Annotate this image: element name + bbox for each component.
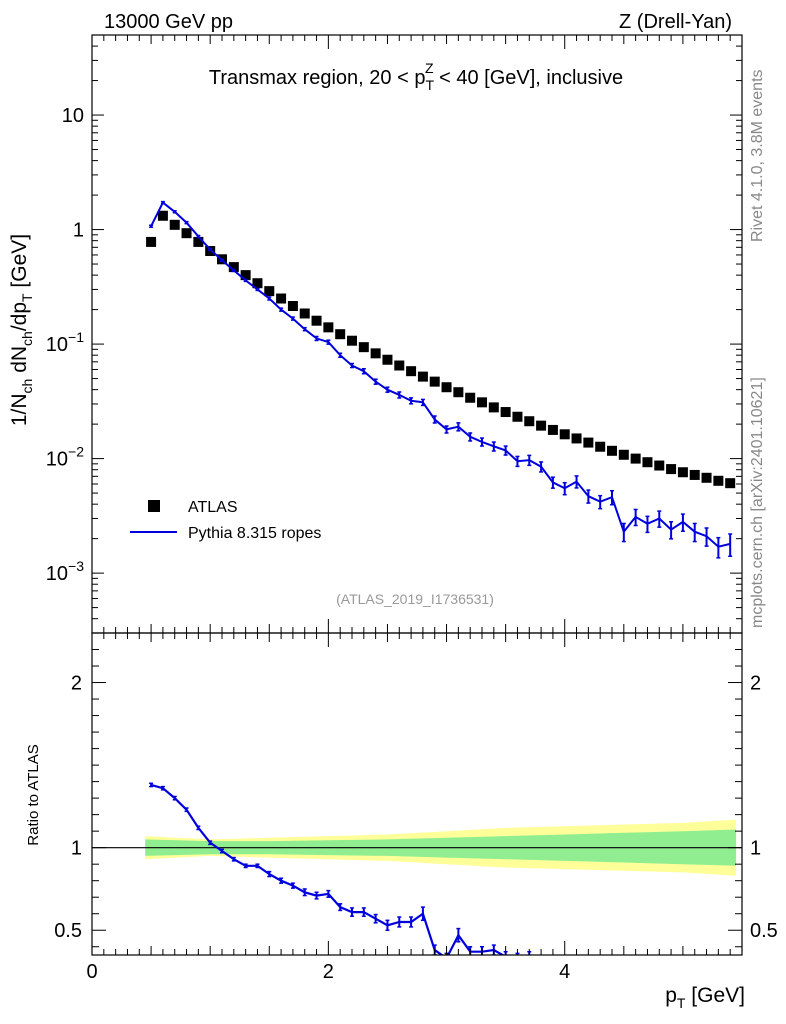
legend-data-label: ATLAS xyxy=(188,499,238,516)
atlas-data-point xyxy=(453,387,464,398)
atlas-data-point xyxy=(536,420,547,431)
atlas-data-point xyxy=(583,437,594,448)
atlas-data-point xyxy=(252,278,263,289)
atlas-data-point xyxy=(299,308,310,319)
atlas-data-point xyxy=(240,270,251,281)
main-y-tick-label: 10−2 xyxy=(46,444,84,471)
atlas-data-point xyxy=(441,382,452,393)
legend-data-marker xyxy=(148,500,160,512)
atlas-data-point xyxy=(642,457,653,468)
ratio-y-tick-label-left: 0.5 xyxy=(54,920,82,942)
atlas-data-point xyxy=(500,407,511,418)
ratio-y-axis-label: Ratio to ATLAS xyxy=(25,744,42,845)
atlas-data-point xyxy=(370,348,381,359)
ratio-y-tick-label-left: 1 xyxy=(71,838,82,860)
atlas-data-point xyxy=(417,371,428,382)
atlas-data-point xyxy=(287,301,298,312)
atlas-data-point xyxy=(358,342,369,353)
ratio-plot-frame xyxy=(91,632,743,956)
atlas-data-point xyxy=(323,322,334,333)
atlas-data-point xyxy=(394,360,405,371)
atlas-data-point xyxy=(264,286,275,297)
header-right-label: Z (Drell-Yan) xyxy=(619,11,732,33)
atlas-data-point xyxy=(559,429,570,440)
atlas-data-point xyxy=(488,402,499,413)
atlas-data-point xyxy=(725,478,736,489)
header-left-label: 13000 GeV pp xyxy=(104,11,233,33)
x-axis-label: pT [GeV] xyxy=(665,984,745,1011)
x-tick-label: 4 xyxy=(559,961,570,983)
atlas-data-point xyxy=(406,366,417,377)
atlas-data-point xyxy=(335,329,346,340)
analysis-reference: (ATLAS_2019_I1736531) xyxy=(336,591,494,607)
atlas-data-point xyxy=(701,472,712,483)
atlas-data-point xyxy=(477,397,487,408)
atlas-data-point xyxy=(512,411,523,422)
x-tick-label: 0 xyxy=(86,961,97,983)
main-y-tick-label: 1 xyxy=(73,220,84,242)
main-y-tick-label: 10 xyxy=(62,105,84,127)
atlas-data-point xyxy=(429,376,440,387)
ratio-y-tick-label-left: 2 xyxy=(71,673,82,695)
atlas-data-point xyxy=(571,433,582,444)
atlas-data-point xyxy=(465,392,476,403)
atlas-data-point xyxy=(524,416,535,427)
main-y-tick-label: 10−3 xyxy=(46,558,84,585)
atlas-data-point xyxy=(146,236,157,247)
atlas-data-point xyxy=(654,460,665,471)
atlas-data-point xyxy=(618,449,629,460)
atlas-data-point xyxy=(607,445,617,456)
ratio-y-tick-label-right: 2 xyxy=(750,673,761,695)
atlas-data-point xyxy=(677,467,688,478)
atlas-data-point xyxy=(228,262,239,273)
legend-mc-label: Pythia 8.315 ropes xyxy=(188,525,321,542)
ratio-y-tick-label-right: 1 xyxy=(750,838,761,860)
main-y-tick-label: 10−1 xyxy=(46,329,84,356)
atlas-data-point xyxy=(382,354,393,365)
atlas-data-point xyxy=(630,453,641,464)
ratio-y-tick-label-right: 0.5 xyxy=(750,920,778,942)
atlas-data-point xyxy=(713,475,724,486)
atlas-data-point xyxy=(157,210,168,221)
atlas-data-point xyxy=(311,315,322,326)
atlas-data-point xyxy=(276,293,287,304)
atlas-data-point xyxy=(169,219,180,230)
main-title: Transmax region, 20 < pTZ < 40 [GeV], in… xyxy=(209,60,623,93)
rivet-version-label: Rivet 4.1.0, 3.8M events xyxy=(749,69,766,242)
mcplots-label: mcplots.cern.ch [arXiv:2401.10621] xyxy=(749,377,766,628)
atlas-data-point xyxy=(181,228,192,239)
atlas-data-point xyxy=(689,469,700,480)
atlas-data-point xyxy=(193,236,204,247)
atlas-data-point xyxy=(595,441,606,452)
main-y-axis-label: 1/Nch dNch/dpT [GeV] xyxy=(8,234,35,426)
x-tick-label: 2 xyxy=(323,961,334,983)
atlas-data-point xyxy=(666,464,677,475)
atlas-data-point xyxy=(347,335,357,346)
atlas-data-point xyxy=(547,424,558,435)
